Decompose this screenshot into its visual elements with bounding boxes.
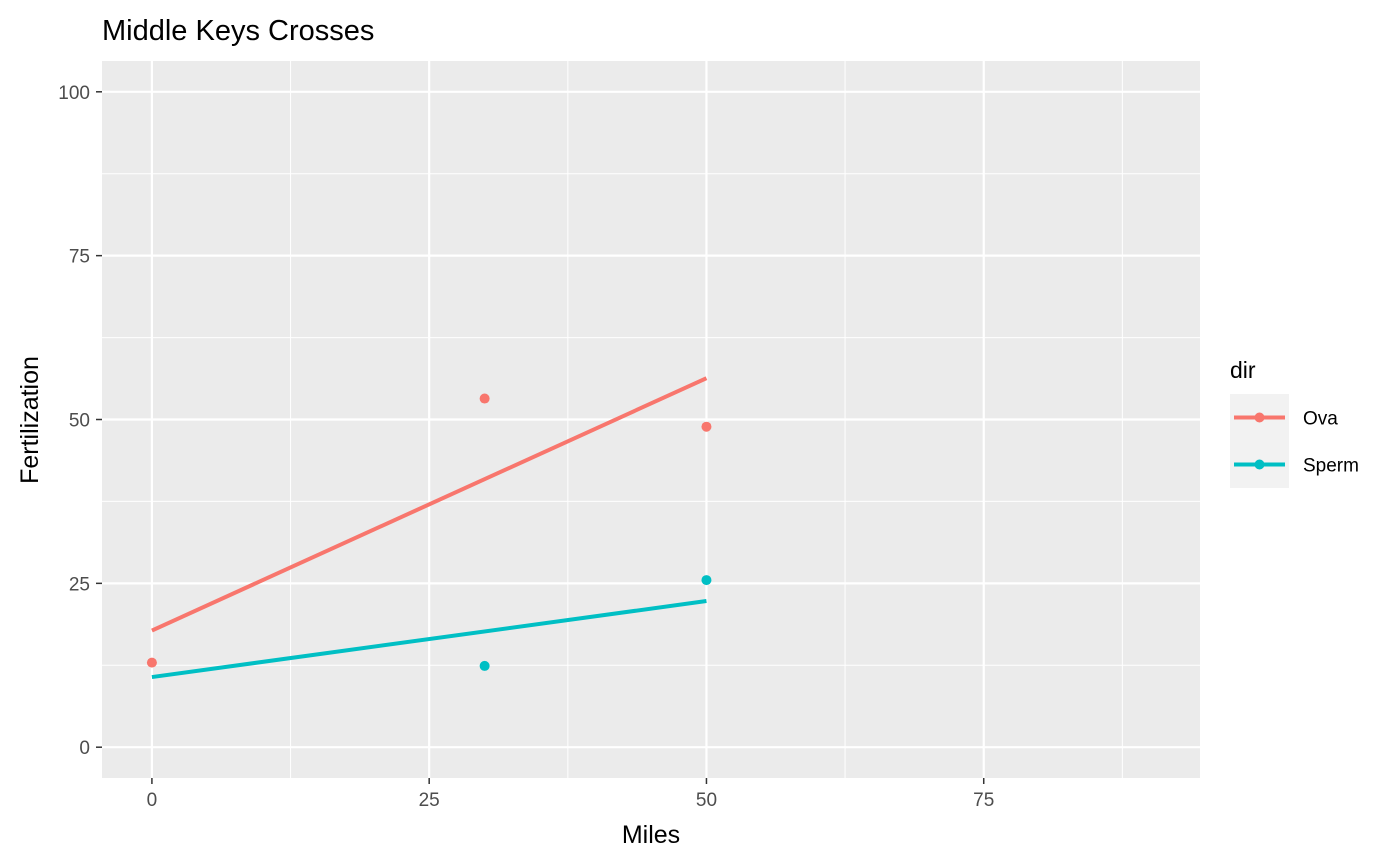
fit-lines bbox=[151, 376, 708, 680]
sperm-data-point bbox=[479, 660, 490, 671]
sperm-fit-line bbox=[151, 599, 707, 680]
x-axis-title: Miles bbox=[622, 821, 680, 849]
y-tick-label: 25 bbox=[69, 574, 90, 595]
legend-item-sperm: Sperm bbox=[1230, 441, 1359, 488]
legend-label-ova: Ova bbox=[1303, 409, 1338, 430]
legend-key-point bbox=[1254, 459, 1265, 470]
x-axis: 0 25 50 75 bbox=[147, 778, 994, 811]
ova-data-point bbox=[479, 393, 490, 404]
major-gridlines bbox=[102, 61, 1200, 778]
y-axis: 0 25 50 75 100 bbox=[58, 83, 102, 759]
ova-fit-line bbox=[151, 376, 708, 633]
y-axis-title: Fertilization bbox=[16, 356, 44, 484]
legend: dir Ova Sperm bbox=[1230, 357, 1359, 488]
x-tick-label: 0 bbox=[147, 790, 158, 811]
x-tick-label: 75 bbox=[973, 790, 994, 811]
y-tick-label: 50 bbox=[69, 411, 90, 432]
chart-title: Middle Keys Crosses bbox=[102, 15, 374, 47]
ova-data-point bbox=[146, 657, 157, 668]
legend-title: dir bbox=[1230, 357, 1256, 383]
ova-data-point bbox=[701, 421, 712, 432]
plot-panel bbox=[102, 61, 1200, 778]
sperm-data-point bbox=[701, 575, 712, 586]
x-tick-label: 50 bbox=[696, 790, 717, 811]
legend-key-point bbox=[1254, 412, 1265, 423]
y-tick-label: 100 bbox=[58, 83, 90, 104]
data-points bbox=[146, 393, 712, 671]
legend-item-ova: Ova bbox=[1230, 394, 1338, 441]
legend-items: Ova Sperm bbox=[1230, 394, 1359, 488]
y-tick-label: 75 bbox=[69, 247, 90, 268]
x-tick-label: 25 bbox=[419, 790, 440, 811]
y-tick-label: 0 bbox=[79, 738, 90, 759]
legend-label-sperm: Sperm bbox=[1303, 456, 1359, 477]
